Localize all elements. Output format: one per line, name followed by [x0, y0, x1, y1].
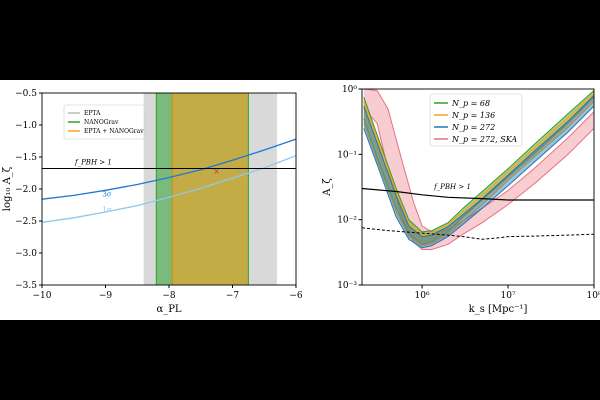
y-axis-label: A_ζ	[322, 178, 333, 197]
x-tick-label: 10⁶	[415, 291, 430, 301]
band-upper-2	[363, 94, 594, 238]
fpbh-solid-line	[362, 187, 594, 201]
combined-band	[172, 93, 249, 285]
fpbh-label: f_PBH > 1	[74, 159, 112, 167]
band-3	[363, 89, 594, 250]
figure: 3σ 1σ f_PBH > 1 × EPTA NANOGrav EPTA + NANOGra…	[0, 80, 600, 320]
y-tick-label: −3.0	[15, 249, 37, 259]
legend-label-1: NANOGrav	[84, 119, 119, 126]
x-tick-label: 10⁷	[501, 291, 516, 301]
legend-box	[63, 104, 145, 140]
y-tick-label: 10⁻¹	[337, 150, 357, 160]
y-tick-label: −2.5	[15, 217, 37, 227]
band-lower-2	[363, 105, 594, 249]
legend-label-0: N_p = 68	[451, 99, 490, 108]
x-tick-label: −7	[226, 291, 240, 301]
x-axis-label: α_PL	[156, 304, 181, 315]
legend-label-1: N_p = 136	[451, 111, 495, 120]
sigma-label-0: 3σ	[102, 190, 111, 198]
band-lower-3	[363, 108, 594, 250]
legend-label-0: EPTA	[84, 110, 101, 117]
y-tick-label: −2.0	[15, 185, 37, 195]
right-chart: f_PBH > 1 N_p = 68 N_p = 136 N_p = 272 N_p =…	[322, 85, 600, 315]
x-tick-label: −6	[289, 291, 303, 301]
x-tick-label: −8	[162, 291, 176, 301]
y-tick-label: −3.5	[15, 281, 37, 291]
x-tick-label: −10	[33, 291, 52, 301]
y-tick-label: 10⁰	[342, 85, 357, 95]
band-lower-0	[363, 96, 594, 245]
y-tick-label: −1.0	[15, 121, 37, 131]
right-plot-area	[362, 89, 594, 250]
fpbh-label: f_PBH > 1	[433, 183, 471, 191]
legend-label-3: N_p = 272, SKA	[451, 135, 517, 144]
y-axis-label: log₁₀ A_ζ	[2, 166, 13, 211]
axes-frame	[361, 88, 595, 286]
sigma-curve-1	[41, 155, 297, 223]
y-tick-label: −1.5	[15, 153, 37, 163]
legend-label-2: EPTA + NANOGrav	[84, 128, 144, 135]
y-tick-label: −0.5	[15, 89, 37, 99]
x-axis-label: k_s [Mpc⁻¹]	[469, 304, 528, 315]
best-fit-marker: ×	[213, 167, 220, 176]
sigma-label-1: 1σ	[102, 206, 111, 214]
dashed-line	[362, 227, 594, 240]
legend-box	[429, 93, 523, 147]
band-upper-0	[363, 90, 594, 233]
left-chart: 3σ 1σ f_PBH > 1 × EPTA NANOGrav EPTA + NANOGra…	[2, 89, 303, 315]
x-tick-label: 10⁸	[586, 291, 600, 301]
legend-label-2: N_p = 272	[451, 123, 495, 132]
y-tick-label: 10⁻²	[337, 216, 357, 226]
sigma-curve-0	[41, 138, 297, 200]
x-tick-label: −9	[99, 291, 113, 301]
y-tick-label: 10⁻³	[337, 281, 357, 291]
band-lower-1	[363, 100, 594, 247]
figure-svg: 3σ 1σ f_PBH > 1 × EPTA NANOGrav EPTA + NANOGra…	[2, 85, 600, 315]
